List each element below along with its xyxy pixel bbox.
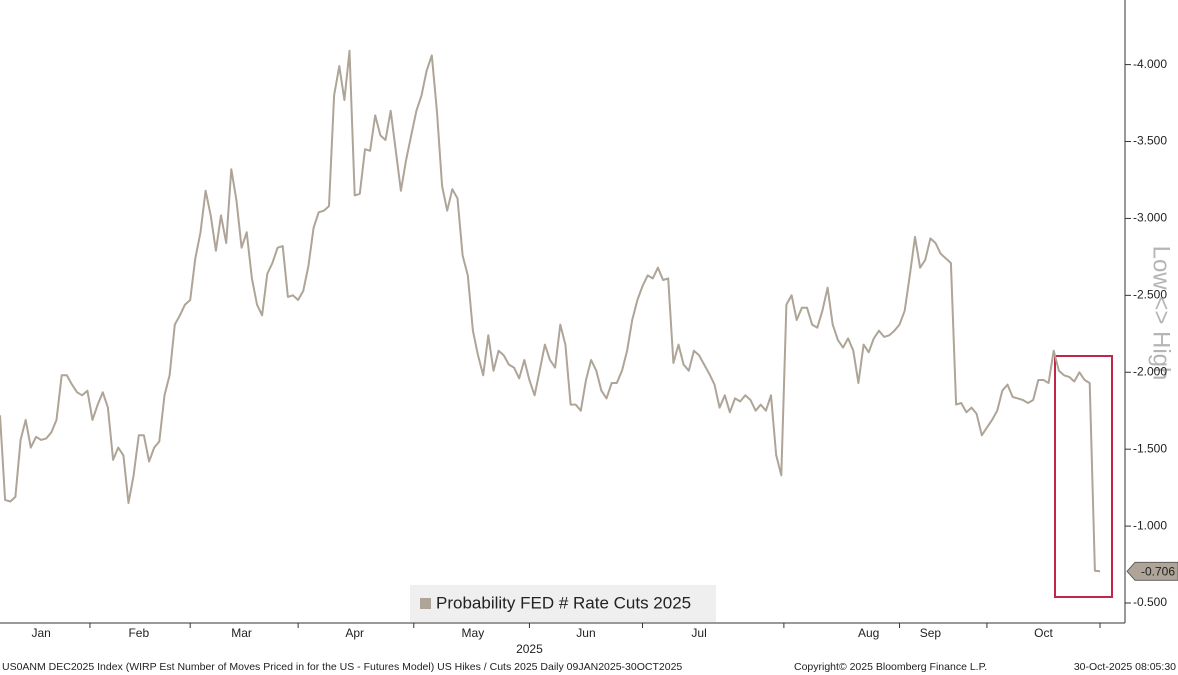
legend-label: Probability FED # Rate Cuts 2025 [436,593,691,612]
footer-timestamp: 30-Oct-2025 08:05:30 [1074,661,1176,673]
last-value-label: -0.706 [1141,564,1175,578]
x-tick-label: Jul [691,626,706,640]
highlight-box [1054,355,1113,598]
legend [410,585,716,622]
x-tick-label: Mar [231,626,252,640]
series-line [0,49,1101,573]
last-value-tag [1126,561,1178,581]
y-tick-label: -0.500 [1133,595,1167,609]
y-tick-label: -3.000 [1133,211,1167,225]
x-tick-label: Feb [128,626,149,640]
y-tick-label: -2.500 [1133,288,1167,302]
y-tick-label: -1.500 [1133,441,1167,455]
y-tick-label: -3.500 [1133,134,1167,148]
legend-swatch [420,598,431,609]
footer-copyright: Copyright© 2025 Bloomberg Finance L.P. [794,661,987,673]
x-tick-label: Jan [31,626,50,640]
x-tick-label: May [462,626,485,640]
footer-description: US0ANM DEC2025 Index (WIRP Est Number of… [2,661,682,673]
y-axis-label: Low <> High [1148,246,1175,381]
x-tick-label: Apr [345,626,364,640]
x-tick-label: Sep [920,626,942,640]
x-tick-label: Jun [576,626,595,640]
x-tick-label: Oct [1034,626,1053,640]
y-tick-label: -1.000 [1133,518,1167,532]
y-tick-label: -4.000 [1133,57,1167,71]
x-tick-label: Aug [858,626,879,640]
x-year-label: 2025 [516,642,543,656]
y-tick-label: -2.000 [1133,364,1167,378]
